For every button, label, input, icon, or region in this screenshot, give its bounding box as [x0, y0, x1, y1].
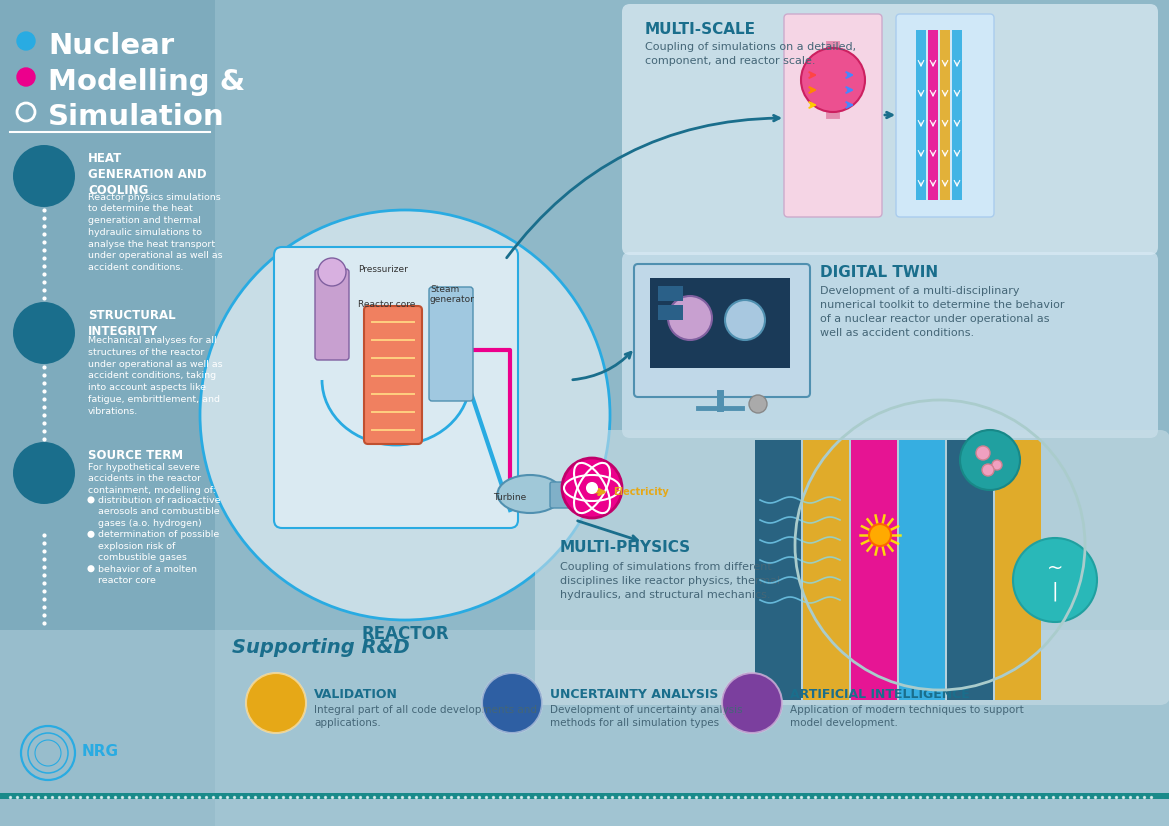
FancyBboxPatch shape — [784, 14, 881, 217]
Circle shape — [992, 460, 1002, 470]
Text: UNCERTAINTY ANALYSIS: UNCERTAINTY ANALYSIS — [549, 688, 719, 701]
Circle shape — [562, 458, 622, 518]
Circle shape — [749, 395, 767, 413]
Circle shape — [722, 673, 782, 733]
Text: Electricity: Electricity — [613, 487, 669, 497]
Circle shape — [667, 296, 712, 340]
Bar — [0, 793, 1169, 799]
Bar — [755, 440, 801, 700]
Circle shape — [200, 210, 610, 620]
FancyBboxPatch shape — [549, 482, 586, 508]
Text: Turbine: Turbine — [493, 493, 526, 502]
Bar — [995, 440, 1042, 700]
Text: HEAT
GENERATION AND
COOLING: HEAT GENERATION AND COOLING — [88, 152, 207, 197]
Text: Reactor core: Reactor core — [358, 300, 415, 309]
Text: Coupling of simulations on a detailed,
component, and reactor scale.: Coupling of simulations on a detailed, c… — [645, 42, 856, 66]
Circle shape — [869, 524, 891, 546]
Bar — [952, 30, 962, 200]
Circle shape — [13, 442, 75, 504]
Ellipse shape — [498, 475, 562, 513]
Bar — [940, 30, 950, 200]
FancyBboxPatch shape — [429, 287, 473, 401]
Text: NRG: NRG — [82, 743, 119, 758]
Text: For hypothetical severe
accidents in the reactor
containment, modelling of:: For hypothetical severe accidents in the… — [88, 463, 216, 495]
Circle shape — [960, 430, 1021, 490]
Text: distribution of radioactive
aerosols and combustible
gases (a.o. hydrogen): distribution of radioactive aerosols and… — [98, 496, 221, 528]
Text: ARTIFICIAL INTELLIGENCE: ARTIFICIAL INTELLIGENCE — [790, 688, 970, 701]
Circle shape — [982, 464, 994, 476]
FancyBboxPatch shape — [314, 269, 350, 360]
Text: Nuclear: Nuclear — [48, 32, 174, 60]
FancyBboxPatch shape — [895, 14, 994, 217]
Text: Simulation: Simulation — [48, 103, 224, 131]
Circle shape — [18, 32, 35, 50]
FancyBboxPatch shape — [274, 247, 518, 528]
Bar — [899, 440, 945, 700]
Text: STRUCTURAL
INTEGRITY: STRUCTURAL INTEGRITY — [88, 309, 175, 338]
Bar — [650, 278, 790, 368]
Text: Modelling &: Modelling & — [48, 68, 245, 96]
Bar — [658, 305, 683, 320]
Text: determination of possible
explosion risk of
combustible gases: determination of possible explosion risk… — [98, 530, 220, 563]
Circle shape — [725, 300, 765, 340]
FancyBboxPatch shape — [622, 4, 1158, 255]
Circle shape — [89, 532, 94, 537]
Circle shape — [482, 673, 542, 733]
Text: Development of uncertainty analysis
methods for all simulation types: Development of uncertainty analysis meth… — [549, 705, 742, 729]
FancyBboxPatch shape — [364, 306, 422, 444]
Text: Supporting R&D: Supporting R&D — [231, 638, 410, 657]
Bar — [0, 630, 1169, 826]
Circle shape — [13, 302, 75, 364]
Bar — [0, 0, 215, 826]
Text: DIGITAL TWIN: DIGITAL TWIN — [819, 265, 939, 280]
FancyBboxPatch shape — [535, 430, 1169, 705]
Text: Reactor physics simulations
to determine the heat
generation and thermal
hydraul: Reactor physics simulations to determine… — [88, 192, 222, 273]
Circle shape — [18, 68, 35, 86]
Text: SOURCE TERM: SOURCE TERM — [88, 449, 184, 462]
Bar — [803, 440, 849, 700]
Text: Coupling of simulations from different
disciplines like reactor physics, thermal: Coupling of simulations from different d… — [560, 562, 780, 600]
Bar — [851, 440, 897, 700]
Circle shape — [801, 48, 865, 112]
Text: Mechanical analyses for all
structures of the reactor
under operational as well : Mechanical analyses for all structures o… — [88, 336, 222, 415]
FancyBboxPatch shape — [622, 252, 1158, 438]
Text: MULTI-PHYSICS: MULTI-PHYSICS — [560, 540, 691, 555]
Text: behavior of a molten
reactor core: behavior of a molten reactor core — [98, 565, 198, 585]
Text: ~
|: ~ | — [1046, 559, 1063, 601]
Circle shape — [587, 483, 597, 493]
Text: Development of a multi-disciplinary
numerical toolkit to determine the behavior
: Development of a multi-disciplinary nume… — [819, 286, 1065, 338]
Circle shape — [318, 258, 346, 286]
Text: VALIDATION: VALIDATION — [314, 688, 397, 701]
Text: MULTI-SCALE: MULTI-SCALE — [645, 22, 756, 37]
Bar — [916, 30, 926, 200]
FancyBboxPatch shape — [634, 264, 810, 397]
Bar — [928, 30, 938, 200]
Text: Integral part of all code developments and
applications.: Integral part of all code developments a… — [314, 705, 537, 729]
Text: REACTOR: REACTOR — [361, 625, 449, 643]
Bar — [947, 440, 992, 700]
Circle shape — [89, 566, 94, 572]
Text: Steam
generator: Steam generator — [430, 285, 475, 305]
Circle shape — [13, 145, 75, 207]
Bar — [658, 286, 683, 301]
Circle shape — [245, 673, 306, 733]
Text: Application of modern techniques to support
model development.: Application of modern techniques to supp… — [790, 705, 1024, 729]
Text: Pressurizer: Pressurizer — [358, 265, 408, 274]
Circle shape — [976, 446, 990, 460]
Circle shape — [1014, 538, 1097, 622]
Circle shape — [89, 497, 94, 502]
